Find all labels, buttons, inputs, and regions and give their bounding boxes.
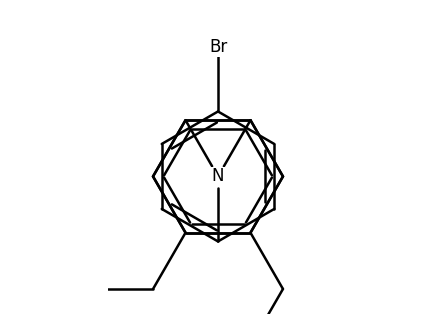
Text: N: N: [212, 168, 224, 186]
Text: Br: Br: [209, 37, 227, 55]
